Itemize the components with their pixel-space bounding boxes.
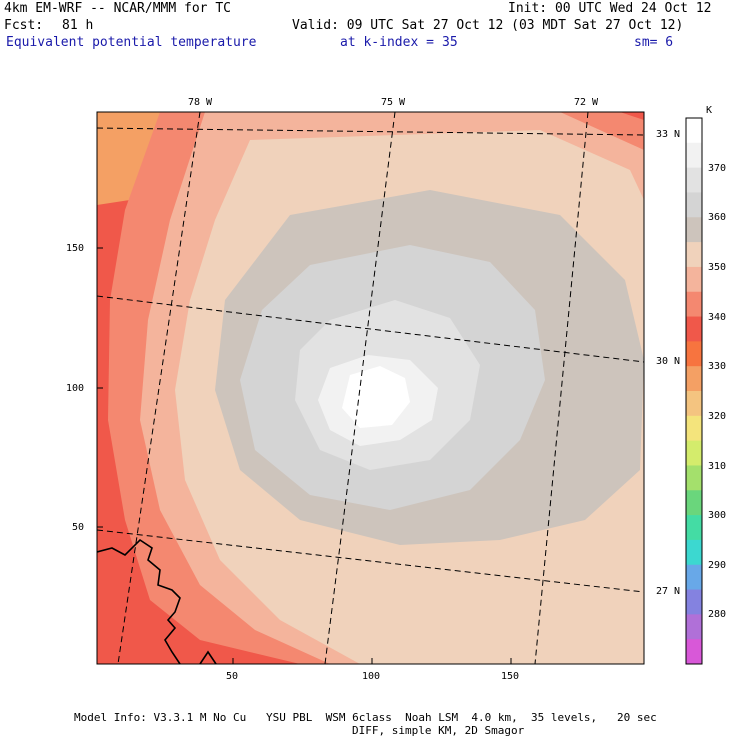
colorbar-label: 320	[708, 410, 727, 422]
level-value: 35	[442, 35, 458, 50]
coastline	[97, 538, 217, 664]
lon-label-72w: 72 W	[574, 97, 599, 108]
colorbar-label: 370	[708, 162, 727, 174]
colorbar-swatch	[686, 415, 702, 442]
x-tick-50: 50	[226, 671, 239, 682]
colorbar-swatch	[686, 465, 702, 491]
colorbar-swatch	[686, 515, 702, 541]
y-tick-150: 150	[66, 243, 85, 254]
colorbar-swatch	[686, 142, 702, 169]
model-title: 4km EM-WRF -- NCAR/MMM for TC	[4, 1, 231, 16]
eye-core	[342, 366, 410, 428]
colorbar-label: 350	[708, 261, 727, 273]
colorbar-swatch	[686, 589, 702, 615]
colorbar-label: 300	[708, 510, 727, 522]
colorbar-label: 290	[708, 559, 727, 571]
smoothing-value: sm= 6	[634, 35, 674, 50]
colorbar-swatch	[686, 391, 702, 417]
parallel-27n	[97, 529, 644, 593]
axis-ticks	[97, 247, 512, 664]
colorbar-swatch	[686, 118, 702, 144]
field-name: Equivalent potential temperature	[6, 35, 257, 50]
colorbar-swatch	[686, 291, 702, 318]
colorbar-swatch	[686, 167, 702, 193]
model-info-2: DIFF, simple KM, 2D Smagor	[352, 724, 525, 737]
colorbar-swatch	[686, 639, 702, 665]
lat-lon-grid	[97, 112, 644, 664]
colorbar-label: 340	[708, 311, 727, 323]
colorbar-swatch	[686, 242, 702, 268]
colorbar-swatch	[686, 440, 702, 466]
colorbar-swatch	[686, 564, 702, 591]
colorbar-swatch	[686, 192, 702, 218]
colorbar-swatch	[686, 490, 702, 516]
colorbar-label: 360	[708, 212, 727, 224]
colorbar-swatch	[686, 341, 702, 367]
colorbar-swatch	[686, 266, 702, 293]
y-tick-100: 100	[66, 383, 85, 394]
forecast-hour: 81 h	[62, 18, 94, 33]
colorbar-swatch	[686, 316, 702, 342]
lat-label-33n: 33 N	[656, 129, 681, 140]
colorbar-swatch	[686, 614, 702, 640]
parallel-30n	[97, 295, 644, 363]
colorbar-label: 280	[708, 609, 727, 621]
y-tick-50: 50	[72, 522, 85, 533]
lat-label-30n: 30 N	[656, 356, 681, 367]
theta-e-field	[97, 112, 644, 664]
lat-label-27n: 27 N	[656, 586, 681, 597]
model-info: Model Info: V3.3.1 M No Cu YSU PBL WSM 6…	[74, 711, 657, 724]
lon-label-75w: 75 W	[381, 97, 406, 108]
meridian-78w	[117, 112, 201, 664]
colorbar-label: 310	[708, 460, 727, 472]
init-time: Init: 00 UTC Wed 24 Oct 12	[508, 1, 712, 16]
meridian-75w	[324, 112, 396, 664]
meridian-72w	[534, 112, 589, 664]
colorbar	[685, 117, 703, 665]
colorbar-unit: K	[706, 105, 713, 116]
x-tick-150: 150	[501, 671, 520, 682]
colorbar-swatch	[686, 539, 702, 566]
x-tick-100: 100	[362, 671, 381, 682]
lon-label-78w: 78 W	[188, 97, 213, 108]
level-label: at k-index =	[340, 35, 434, 50]
forecast-label: Fcst:	[4, 18, 44, 33]
colorbar-swatch	[686, 366, 702, 392]
colorbar-frame	[685, 117, 703, 665]
valid-time: Valid: 09 UTC Sat 27 Oct 12 (03 MDT Sat …	[292, 18, 684, 33]
colorbar-swatch	[686, 217, 702, 243]
colorbar-label: 330	[708, 361, 727, 373]
parallel-33n	[97, 127, 644, 136]
